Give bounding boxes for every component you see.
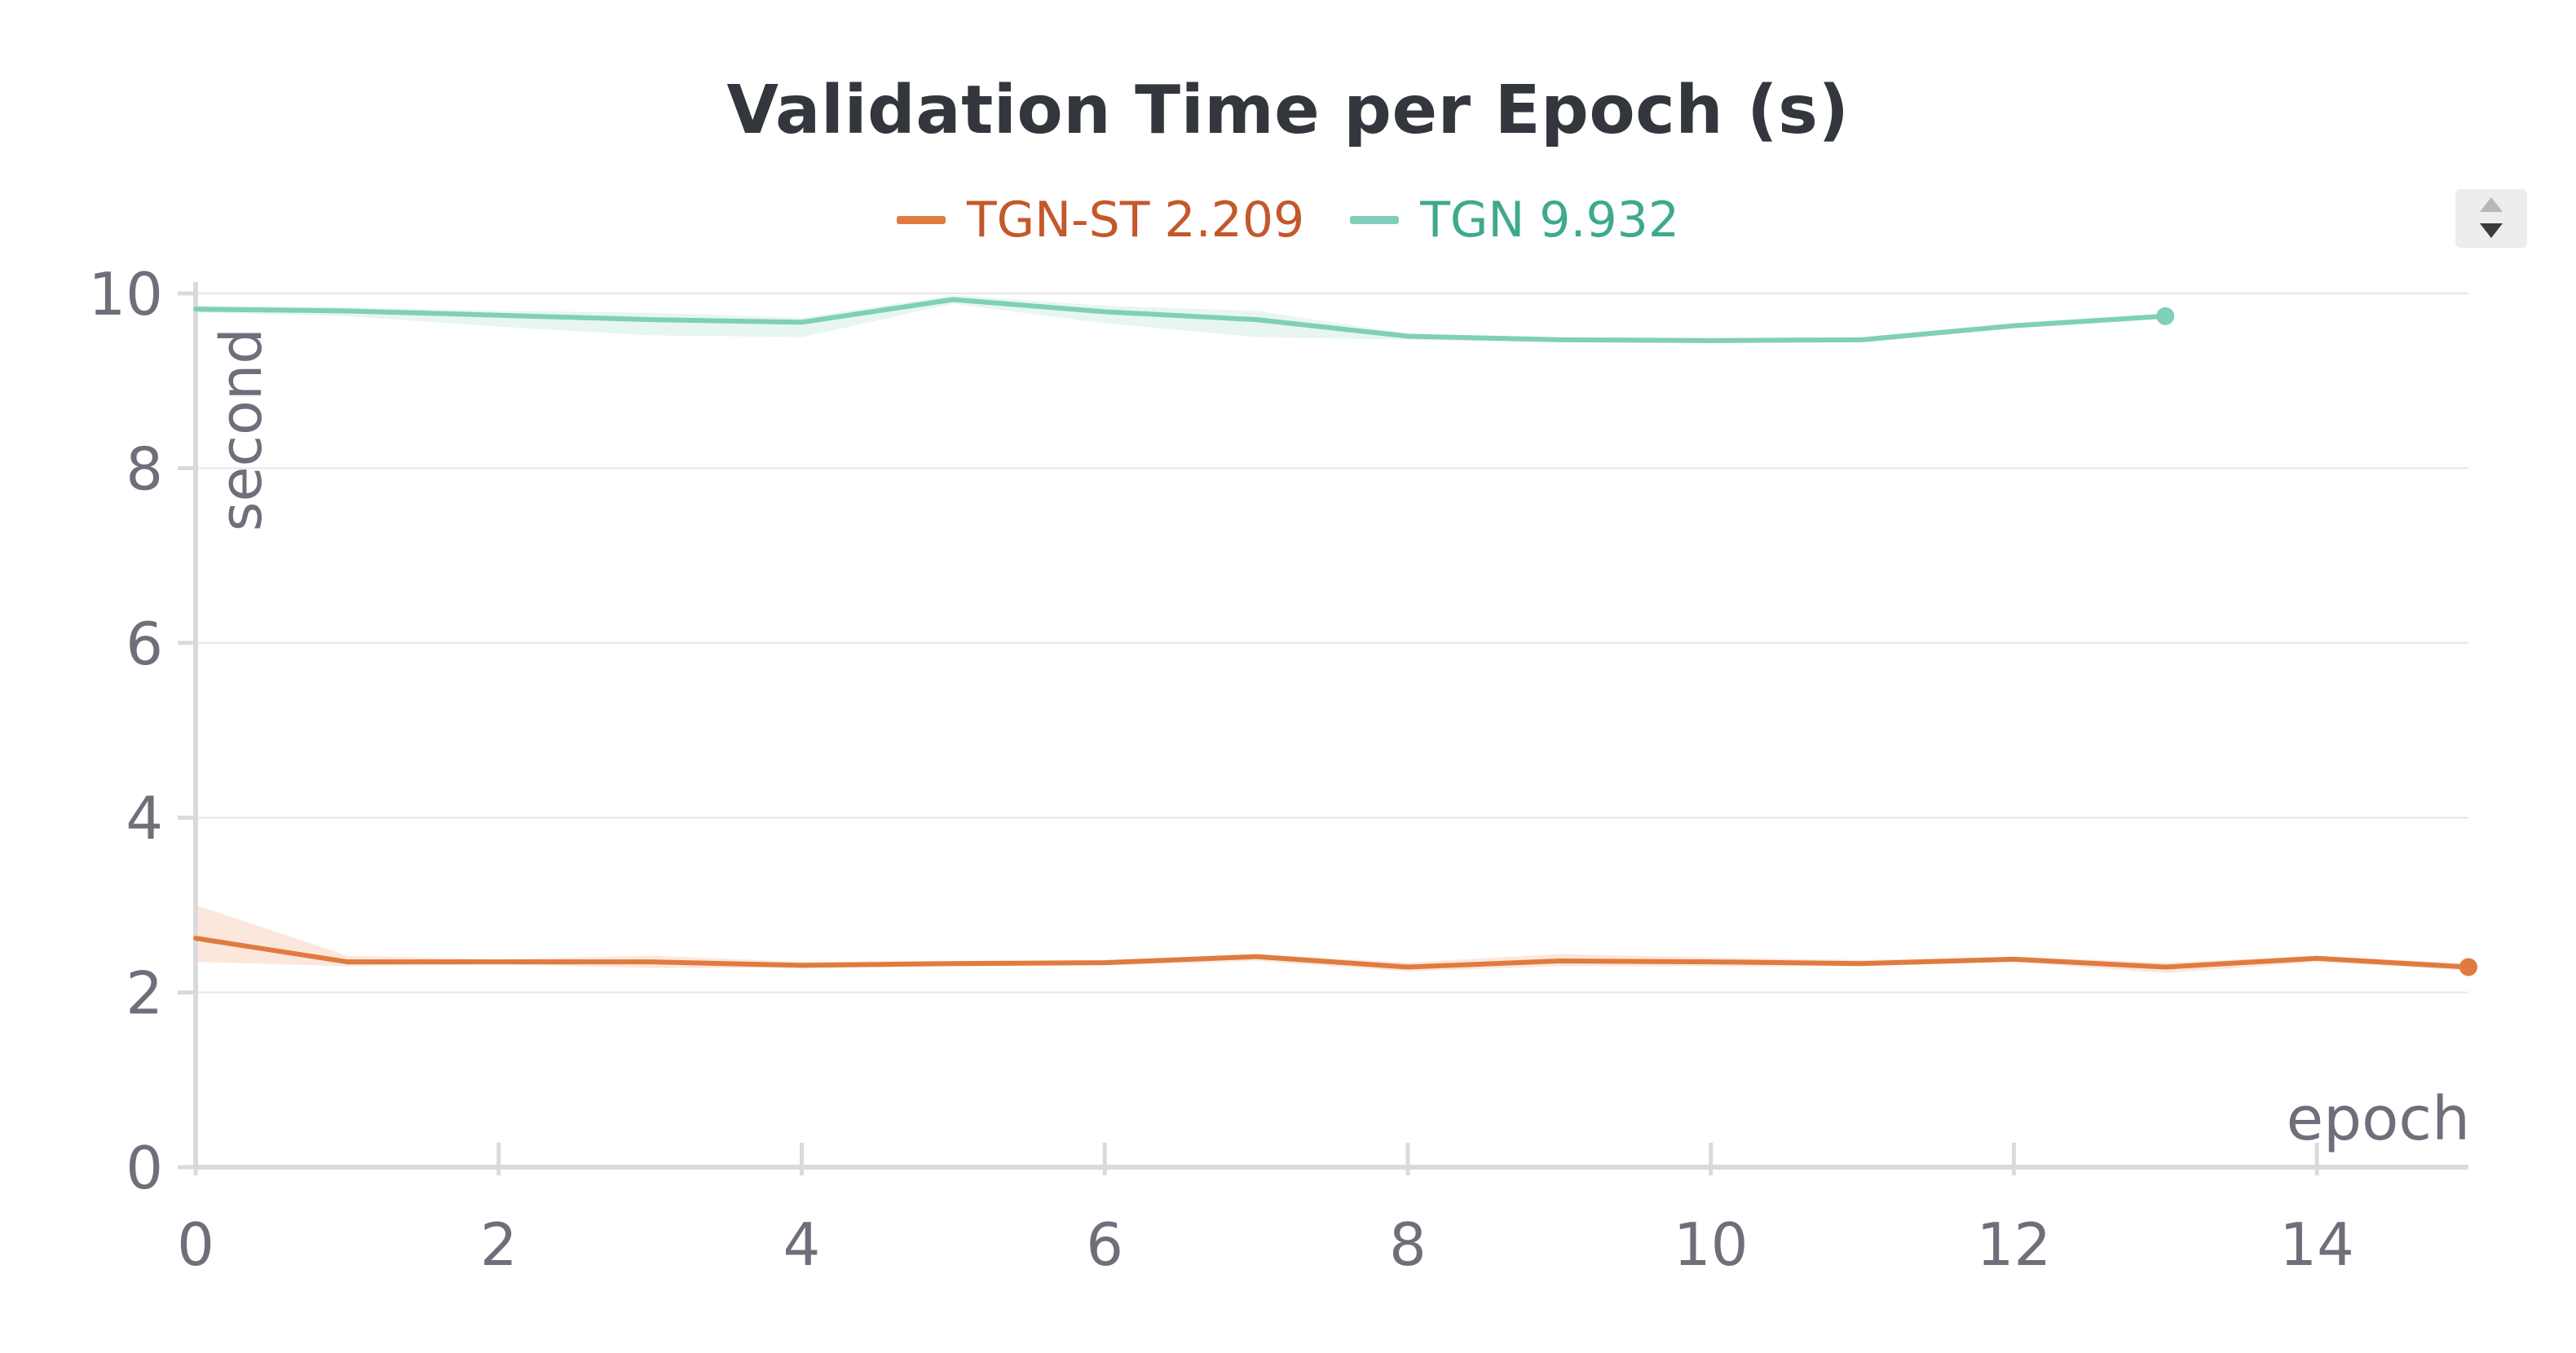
y-axis-title: second xyxy=(208,328,275,531)
x-tick-label-10: 10 xyxy=(1674,1210,1749,1279)
x-tick-label-8: 8 xyxy=(1389,1210,1427,1279)
y-tick-label-0: 0 xyxy=(126,1134,163,1202)
legend-label-tgn: TGN xyxy=(1420,192,1525,249)
end-point-tgn xyxy=(2156,306,2175,325)
series-line-tgn xyxy=(193,297,2168,343)
x-axis-title: epoch xyxy=(2287,1084,2470,1154)
axis-layer xyxy=(178,282,2468,1175)
end-point-tgn-st xyxy=(2459,958,2477,976)
legend-swatch-tgn-st xyxy=(896,216,946,224)
legend: TGN-ST 2.209 TGN 9.932 xyxy=(0,187,2576,253)
y-tick-label-8: 8 xyxy=(126,434,163,503)
x-tick-label-12: 12 xyxy=(1977,1210,2052,1279)
series-line-tgn-st xyxy=(193,936,2471,970)
x-tick-label-0: 0 xyxy=(177,1210,214,1279)
y-tick-label-2: 2 xyxy=(126,959,163,1028)
chart-title: Validation Time per Epoch (s) xyxy=(726,72,1850,149)
legend-item-tgn-st[interactable]: TGN-ST 2.209 xyxy=(896,192,1305,249)
y-tick-label-6: 6 xyxy=(126,610,163,678)
x-tick-label-2: 2 xyxy=(480,1210,518,1279)
marker-layer xyxy=(2156,306,2477,976)
legend-value-tgn-st: 2.209 xyxy=(1164,192,1305,249)
band-layer xyxy=(196,295,2468,974)
x-tick-label-4: 4 xyxy=(783,1210,821,1279)
legend-swatch-tgn xyxy=(1350,216,1400,224)
band-tgn xyxy=(196,295,2166,344)
sort-control-button[interactable] xyxy=(2455,189,2527,248)
tick-label-layer: 0 2 4 6 8 10 0 2 4 6 8 10 12 14 xyxy=(88,260,2354,1279)
y-tick-label-4: 4 xyxy=(126,784,163,853)
legend-value-tgn: 9.932 xyxy=(1539,192,1679,249)
x-tick-label-6: 6 xyxy=(1086,1210,1123,1279)
sort-up-down-icon xyxy=(2480,197,2503,238)
grid-layer xyxy=(196,293,2468,994)
legend-label-tgn-st: TGN-ST xyxy=(966,192,1150,249)
line-layer xyxy=(193,297,2471,970)
legend-item-tgn[interactable]: TGN 9.932 xyxy=(1350,192,1679,249)
x-tick-label-14: 14 xyxy=(2279,1210,2354,1279)
y-tick-label-10: 10 xyxy=(88,260,163,328)
